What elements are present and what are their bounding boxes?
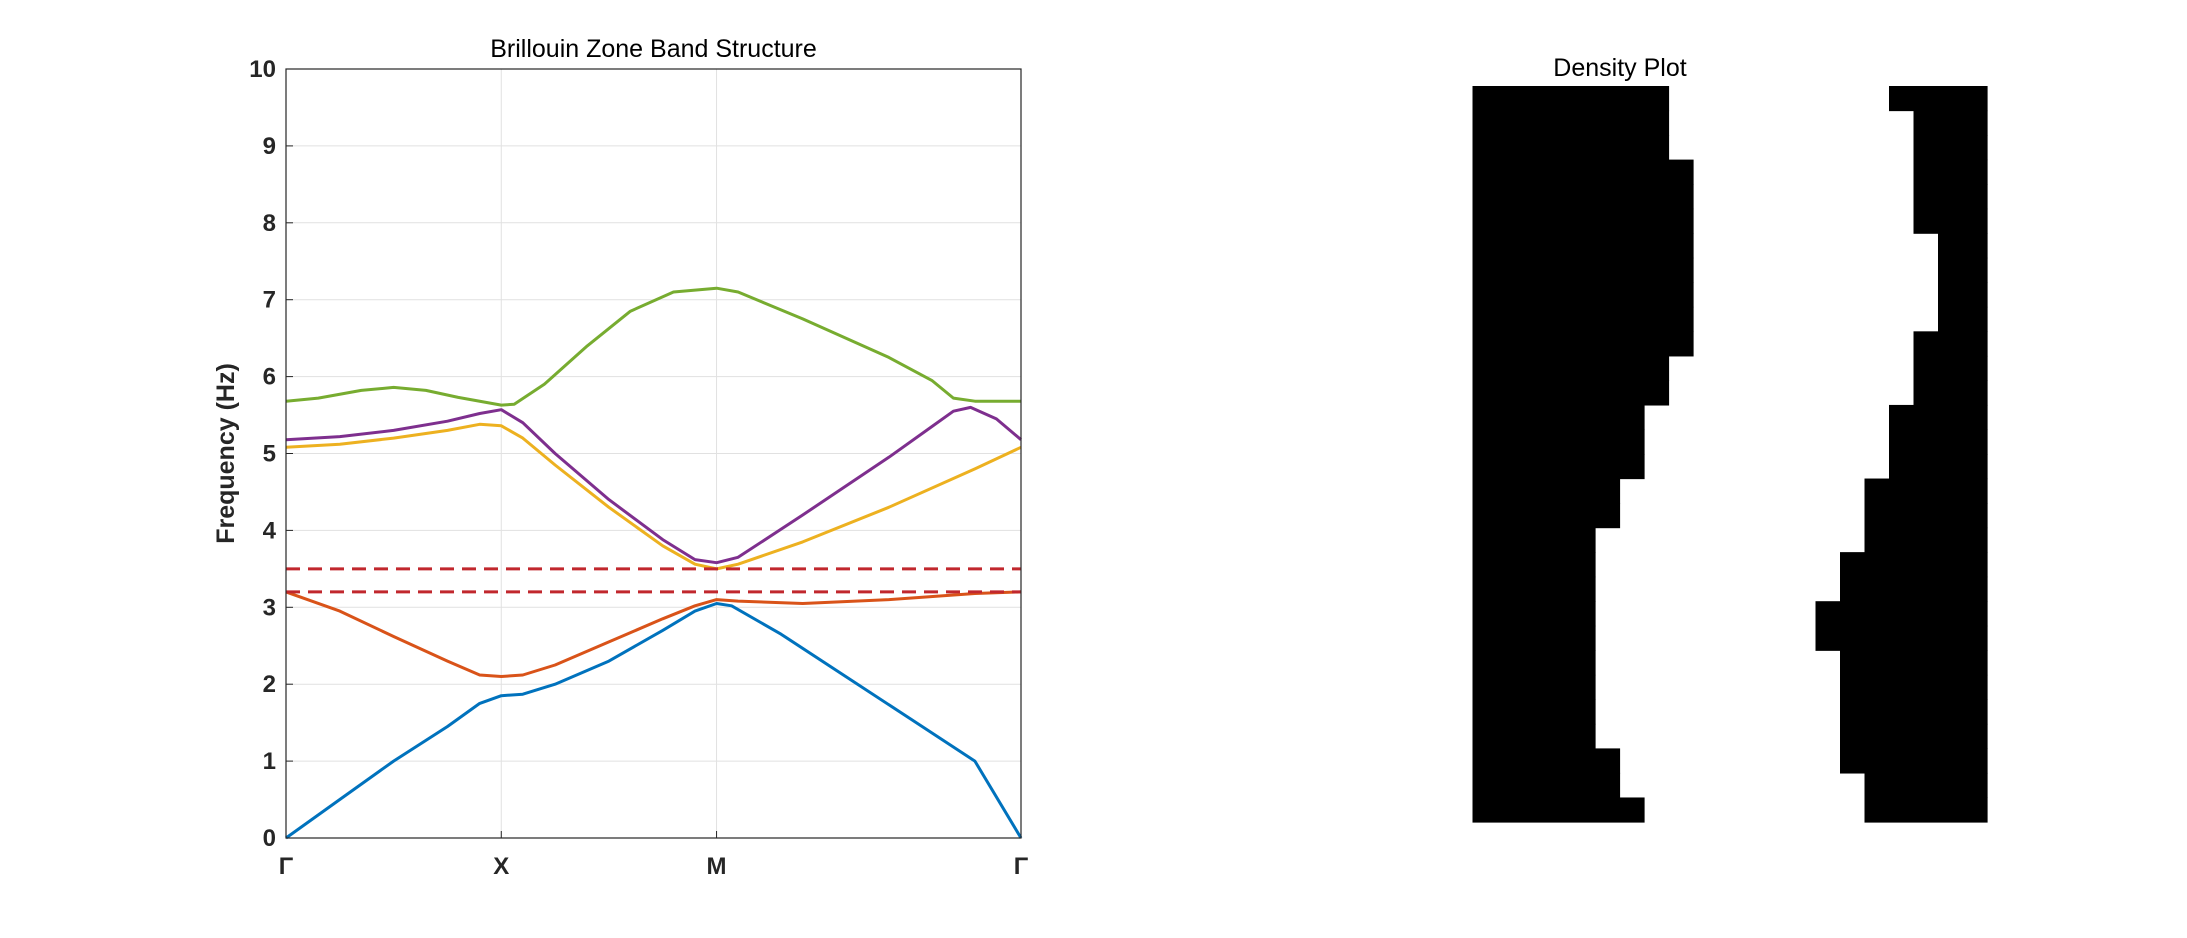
density-cell-run	[1864, 503, 1988, 529]
density-cell-run	[1913, 380, 1988, 406]
y-tick-label: 0	[263, 825, 276, 852]
band-series-line-5	[285, 286, 1021, 407]
density-cell-run	[1840, 552, 1988, 578]
density-cell-run	[1472, 159, 1694, 185]
x-tick-label: X	[493, 853, 509, 880]
density-cell-run	[1472, 650, 1596, 676]
y-tick-label: 3	[263, 594, 276, 621]
density-cell-run	[1840, 748, 1988, 774]
density-cell-run	[1840, 699, 1988, 725]
x-tick-label: Γ	[1014, 853, 1029, 880]
density-cell-run	[1840, 723, 1988, 749]
density-cell-run	[1472, 601, 1596, 627]
density-cell-run	[1815, 625, 1988, 651]
density-cell-run	[1472, 503, 1621, 529]
chart-title: Brillouin Zone Band Structure	[490, 35, 817, 63]
density-cell-run	[1472, 576, 1596, 602]
y-tick-label: 8	[263, 210, 276, 237]
density-cell-run	[1472, 527, 1596, 553]
density-cell-run	[1472, 355, 1670, 381]
density-cell-run	[1913, 355, 1988, 381]
density-cell-run	[1913, 208, 1988, 234]
density-cell-run	[1913, 184, 1988, 210]
density-cell-run	[1472, 723, 1596, 749]
reference-lines	[286, 567, 1021, 594]
y-tick-labels: 0 1 2 3 4 5 6 7 8 9 10	[249, 56, 293, 852]
density-cell-run	[1938, 233, 1988, 259]
density-cell-run	[1913, 159, 1988, 185]
density-cell-run	[1472, 454, 1645, 480]
density-cell-run	[1864, 527, 1988, 553]
x-tick-label: Γ	[279, 853, 294, 880]
y-tick-label: 10	[249, 56, 276, 83]
band-series-line-3	[285, 422, 1022, 571]
density-cell-run	[1864, 797, 1988, 823]
band-series-line-2	[285, 590, 1022, 678]
band-structure-chart: 0 1 2 3 4 5 6 7 8 9 10 Γ X M Γ Brillouin Zone Band St…	[212, 35, 1029, 880]
density-cell-run	[1815, 601, 1988, 627]
y-tick-label: 4	[263, 517, 277, 544]
density-cell-run	[1913, 110, 1988, 136]
density-cell-run	[1472, 429, 1645, 455]
density-cell-run	[1472, 331, 1694, 357]
x-tick-label: M	[707, 853, 727, 880]
density-cell-run	[1913, 331, 1988, 357]
density-cell-run	[1472, 797, 1645, 823]
density-plot: Density Plot	[1472, 54, 1988, 823]
density-cell-run	[1938, 257, 1988, 283]
density-cell-run	[1840, 650, 1988, 676]
density-cell-run	[1472, 772, 1621, 799]
density-cell-run	[1889, 454, 1988, 480]
y-tick-label: 5	[263, 441, 276, 468]
density-cells	[1472, 86, 1988, 823]
density-plot-title: Density Plot	[1553, 54, 1686, 82]
y-tick-label: 6	[263, 364, 276, 391]
density-cell-run	[1913, 135, 1988, 161]
density-cell-run	[1472, 552, 1596, 578]
density-cell-run	[1472, 404, 1645, 431]
band-series-line-1	[285, 602, 1023, 840]
density-cell-run	[1472, 674, 1596, 700]
density-cell-run	[1472, 233, 1694, 259]
band-series-line-4	[285, 405, 1022, 565]
y-tick-label: 2	[263, 671, 276, 698]
grid	[285, 68, 1022, 839]
density-cell-run	[1472, 282, 1694, 308]
density-cell-run	[1864, 772, 1988, 799]
density-cell-run	[1889, 86, 1988, 112]
density-cell-run	[1889, 429, 1988, 455]
density-cell-run	[1472, 184, 1694, 210]
density-cell-run	[1472, 110, 1670, 136]
density-cell-run	[1938, 282, 1988, 308]
density-cell-run	[1472, 748, 1621, 774]
density-cell-run	[1840, 674, 1988, 700]
density-cell-run	[1889, 404, 1988, 431]
density-cell-run	[1472, 135, 1670, 161]
density-cell-run	[1472, 208, 1694, 234]
y-tick-label: 7	[263, 287, 276, 314]
density-cell-run	[1938, 306, 1988, 332]
y-tick-label: 1	[263, 748, 276, 775]
density-cell-run	[1472, 478, 1621, 504]
density-cell-run	[1472, 306, 1694, 332]
density-cell-run	[1864, 478, 1988, 504]
density-cell-run	[1472, 86, 1670, 112]
density-cell-run	[1472, 380, 1670, 406]
series-group	[285, 286, 1023, 840]
density-cell-run	[1472, 699, 1596, 725]
y-axis-label: Frequency (Hz)	[212, 363, 240, 544]
density-cell-run	[1840, 576, 1988, 602]
density-cell-run	[1472, 257, 1694, 283]
y-tick-label: 9	[263, 133, 276, 160]
density-cell-run	[1472, 625, 1596, 651]
